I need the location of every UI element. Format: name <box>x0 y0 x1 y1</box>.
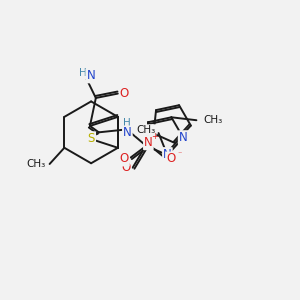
Text: H: H <box>124 118 131 128</box>
Text: N: N <box>163 148 172 161</box>
Text: S: S <box>88 132 95 145</box>
Text: H: H <box>79 68 86 78</box>
Text: N: N <box>179 131 188 144</box>
Text: CH₃: CH₃ <box>26 159 45 169</box>
Text: ⁻: ⁻ <box>178 149 182 158</box>
Text: N: N <box>86 69 95 82</box>
Text: CH₃: CH₃ <box>136 125 156 135</box>
Text: CH₃: CH₃ <box>203 115 222 125</box>
Text: O: O <box>167 152 176 166</box>
Text: O: O <box>120 152 129 166</box>
Text: N: N <box>123 126 132 140</box>
Text: N: N <box>144 136 153 149</box>
Text: O: O <box>120 87 129 100</box>
Text: O: O <box>122 161 131 174</box>
Text: +: + <box>152 132 158 141</box>
